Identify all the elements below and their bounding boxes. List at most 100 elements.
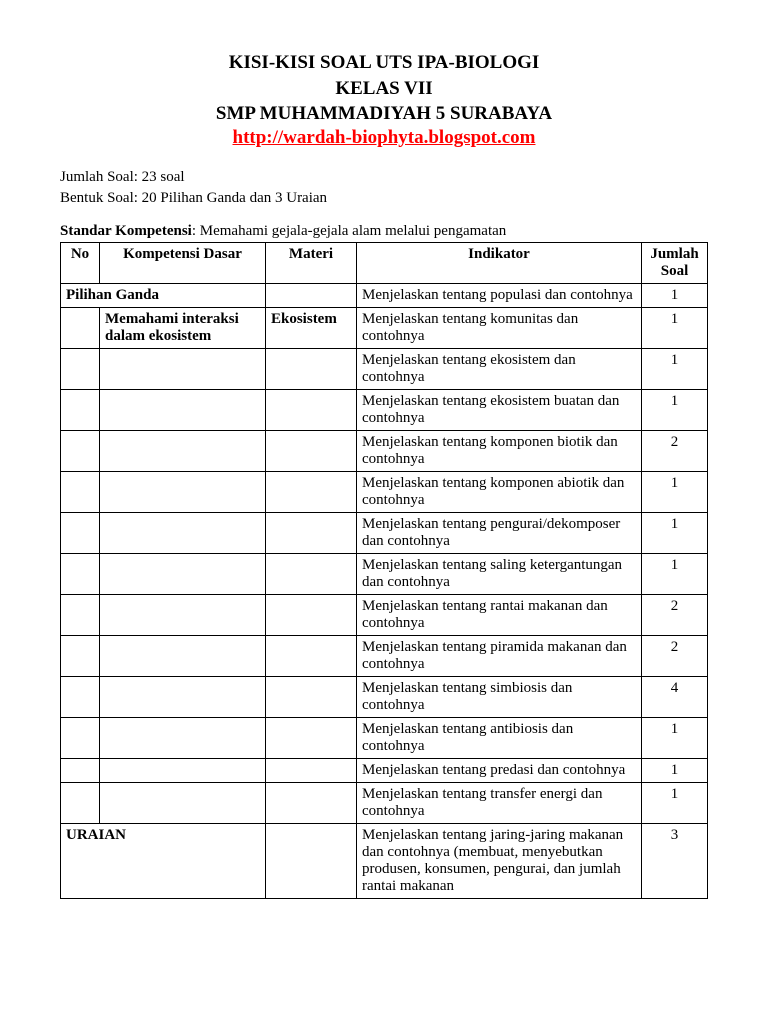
cell-kd <box>100 594 266 635</box>
cell-jumlah: 3 <box>642 823 708 898</box>
title-line-1: KISI-KISI SOAL UTS IPA-BIOLOGI <box>60 50 708 76</box>
cell-kd <box>100 430 266 471</box>
table-row: Menjelaskan tentang transfer energi dan … <box>61 782 708 823</box>
table-body: Pilihan GandaMenjelaskan tentang populas… <box>61 283 708 898</box>
cell-materi <box>266 594 357 635</box>
cell-jumlah: 1 <box>642 389 708 430</box>
cell-indikator: Menjelaskan tentang komponen biotik dan … <box>357 430 642 471</box>
kisi-table: No Kompetensi Dasar Materi Indikator Jum… <box>60 242 708 899</box>
standar-kompetensi-line: Standar Kompetensi: Memahami gejala-geja… <box>60 223 708 240</box>
sk-value: : Memahami gejala-gejala alam melalui pe… <box>192 223 506 239</box>
cell-no <box>61 512 100 553</box>
cell-jumlah: 1 <box>642 512 708 553</box>
cell-indikator: Menjelaskan tentang antibiosis dan conto… <box>357 717 642 758</box>
cell-kd <box>100 782 266 823</box>
sk-label: Standar Kompetensi <box>60 223 192 239</box>
cell-indikator: Menjelaskan tentang ekosistem buatan dan… <box>357 389 642 430</box>
table-row: Menjelaskan tentang pengurai/dekomposer … <box>61 512 708 553</box>
cell-kd <box>100 512 266 553</box>
cell-jumlah: 2 <box>642 594 708 635</box>
table-row: Menjelaskan tentang antibiosis dan conto… <box>61 717 708 758</box>
th-no: No <box>61 242 100 283</box>
table-row: Menjelaskan tentang komponen abiotik dan… <box>61 471 708 512</box>
cell-no <box>61 782 100 823</box>
cell-indikator: Menjelaskan tentang transfer energi dan … <box>357 782 642 823</box>
cell-indikator: Menjelaskan tentang komponen abiotik dan… <box>357 471 642 512</box>
cell-jumlah: 1 <box>642 758 708 782</box>
cell-materi <box>266 676 357 717</box>
table-header-row: No Kompetensi Dasar Materi Indikator Jum… <box>61 242 708 283</box>
cell-jumlah: 1 <box>642 717 708 758</box>
jumlah-soal-value: 23 soal <box>142 169 185 185</box>
cell-jumlah: 1 <box>642 471 708 512</box>
cell-kd <box>100 676 266 717</box>
cell-indikator: Menjelaskan tentang pengurai/dekomposer … <box>357 512 642 553</box>
cell-no <box>61 553 100 594</box>
table-row: Menjelaskan tentang ekosistem buatan dan… <box>61 389 708 430</box>
table-row: Menjelaskan tentang piramida makanan dan… <box>61 635 708 676</box>
cell-jumlah: 1 <box>642 782 708 823</box>
cell-no <box>61 471 100 512</box>
cell-no <box>61 389 100 430</box>
table-row: Menjelaskan tentang predasi dan contohny… <box>61 758 708 782</box>
title-url[interactable]: http://wardah-biophyta.blogspot.com <box>60 127 708 149</box>
cell-jumlah: 2 <box>642 430 708 471</box>
cell-indikator: Menjelaskan tentang piramida makanan dan… <box>357 635 642 676</box>
table-row: Menjelaskan tentang rantai makanan dan c… <box>61 594 708 635</box>
cell-materi <box>266 389 357 430</box>
th-indikator: Indikator <box>357 242 642 283</box>
cell-kd <box>100 553 266 594</box>
cell-jumlah: 1 <box>642 307 708 348</box>
cell-indikator: Menjelaskan tentang rantai makanan dan c… <box>357 594 642 635</box>
table-row: Memahami interaksi dalam ekosistemEkosis… <box>61 307 708 348</box>
title-line-3: SMP MUHAMMADIYAH 5 SURABAYA <box>60 101 708 127</box>
cell-kd <box>100 348 266 389</box>
cell-jumlah: 2 <box>642 635 708 676</box>
bentuk-soal-label: Bentuk Soal: <box>60 190 138 206</box>
table-row: URAIAN Menjelaskan tentang jaring-jaring … <box>61 823 708 898</box>
cell-no <box>61 307 100 348</box>
th-jumlah: Jumlah Soal <box>642 242 708 283</box>
th-kd: Kompetensi Dasar <box>100 242 266 283</box>
bentuk-soal-line: Bentuk Soal: 20 Pilihan Ganda dan 3 Urai… <box>60 188 708 209</box>
jumlah-soal-line: Jumlah Soal: 23 soal <box>60 167 708 188</box>
cell-indikator: Menjelaskan tentang ekosistem dan contoh… <box>357 348 642 389</box>
cell-materi: Ekosistem <box>266 307 357 348</box>
table-row: Pilihan GandaMenjelaskan tentang populas… <box>61 283 708 307</box>
jumlah-soal-label: Jumlah Soal: <box>60 169 138 185</box>
cell-no <box>61 594 100 635</box>
cell-kd <box>100 758 266 782</box>
cell-indikator: Menjelaskan tentang saling ketergantunga… <box>357 553 642 594</box>
cell-section: Pilihan Ganda <box>61 283 266 307</box>
cell-materi <box>266 348 357 389</box>
cell-no <box>61 717 100 758</box>
cell-kd <box>100 471 266 512</box>
cell-indikator: Menjelaskan tentang simbiosis dan contoh… <box>357 676 642 717</box>
title-block: KISI-KISI SOAL UTS IPA-BIOLOGI KELAS VII… <box>60 50 708 149</box>
cell-materi <box>266 635 357 676</box>
cell-materi <box>266 283 357 307</box>
bentuk-soal-value: 20 Pilihan Ganda dan 3 Uraian <box>142 190 327 206</box>
cell-materi <box>266 430 357 471</box>
cell-materi <box>266 782 357 823</box>
cell-kd <box>100 389 266 430</box>
cell-kd: Memahami interaksi dalam ekosistem <box>100 307 266 348</box>
cell-kd <box>100 717 266 758</box>
cell-jumlah: 1 <box>642 283 708 307</box>
cell-materi <box>266 471 357 512</box>
title-line-2: KELAS VII <box>60 76 708 102</box>
cell-no <box>61 635 100 676</box>
cell-indikator: Menjelaskan tentang jaring-jaring makana… <box>357 823 642 898</box>
cell-section: URAIAN <box>61 823 266 898</box>
cell-materi <box>266 512 357 553</box>
cell-materi <box>266 758 357 782</box>
cell-materi <box>266 823 357 898</box>
cell-no <box>61 676 100 717</box>
table-row: Menjelaskan tentang komponen biotik dan … <box>61 430 708 471</box>
cell-jumlah: 1 <box>642 348 708 389</box>
cell-materi <box>266 553 357 594</box>
cell-indikator: Menjelaskan tentang komunitas dan contoh… <box>357 307 642 348</box>
table-row: Menjelaskan tentang saling ketergantunga… <box>61 553 708 594</box>
cell-kd <box>100 635 266 676</box>
meta-block: Jumlah Soal: 23 soal Bentuk Soal: 20 Pil… <box>60 167 708 209</box>
